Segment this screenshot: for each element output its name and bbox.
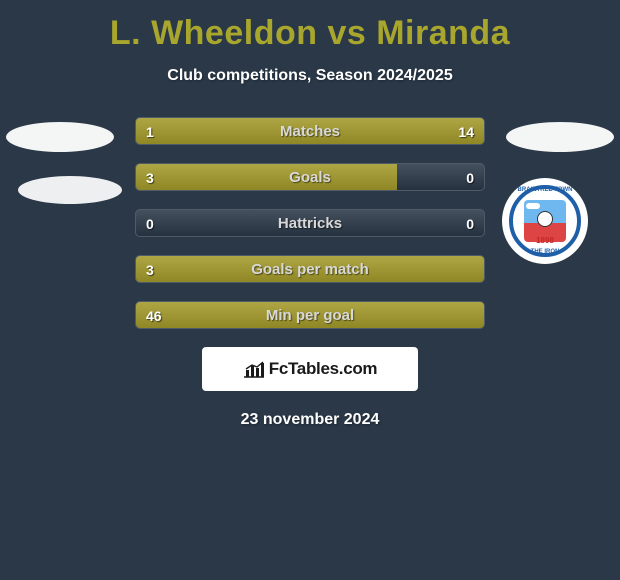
stat-label: Goals [136,164,484,190]
bar-chart-icon [243,360,265,378]
club-badge-ring: BRAINTREE TOWN 1898 THE IRON [509,185,581,257]
player-left-club-placeholder [18,176,122,204]
stat-bar-row: 114Matches [135,117,485,145]
player-left-avatar-placeholder [6,122,114,152]
stat-label: Min per goal [136,302,484,328]
club-badge-cloud-icon [526,203,540,209]
stat-bar-row: 00Hattricks [135,209,485,237]
club-badge: BRAINTREE TOWN 1898 THE IRON [502,178,588,264]
source-logo: FcTables.com [202,347,418,391]
page-title: L. Wheeldon vs Miranda [0,0,620,53]
stat-label: Hattricks [136,210,484,236]
club-badge-year: 1898 [513,236,577,245]
club-badge-ball-icon [537,211,553,227]
stat-bar-row: 3Goals per match [135,255,485,283]
club-badge-name: BRAINTREE TOWN [513,187,577,193]
club-badge-motto: THE IRON [513,249,577,255]
stat-bar-row: 30Goals [135,163,485,191]
stat-label: Matches [136,118,484,144]
source-logo-text: FcTables.com [269,359,378,379]
stat-bar-row: 46Min per goal [135,301,485,329]
player-right-avatar-placeholder [506,122,614,152]
stat-label: Goals per match [136,256,484,282]
page-subtitle: Club competitions, Season 2024/2025 [0,67,620,85]
snapshot-date: 23 november 2024 [0,411,620,429]
